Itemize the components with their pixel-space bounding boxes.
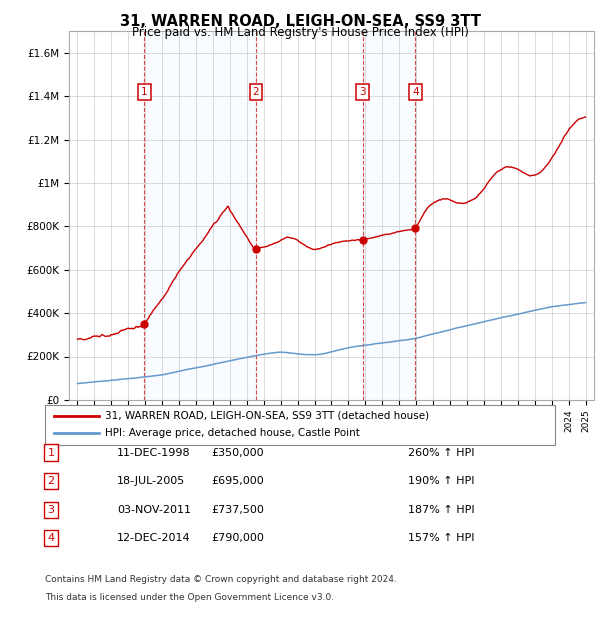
Text: 157% ↑ HPI: 157% ↑ HPI xyxy=(408,533,475,543)
Text: £695,000: £695,000 xyxy=(211,476,264,486)
Text: This data is licensed under the Open Government Licence v3.0.: This data is licensed under the Open Gov… xyxy=(45,593,334,602)
Text: HPI: Average price, detached house, Castle Point: HPI: Average price, detached house, Cast… xyxy=(105,428,360,438)
Bar xyxy=(362,31,415,400)
Text: 31, WARREN ROAD, LEIGH-ON-SEA, SS9 3TT (detached house): 31, WARREN ROAD, LEIGH-ON-SEA, SS9 3TT (… xyxy=(105,411,429,421)
Bar xyxy=(145,31,256,400)
Text: 3: 3 xyxy=(47,505,55,515)
Text: 260% ↑ HPI: 260% ↑ HPI xyxy=(408,448,475,458)
Text: 1: 1 xyxy=(141,87,148,97)
Text: 12-DEC-2014: 12-DEC-2014 xyxy=(117,533,191,543)
Text: 190% ↑ HPI: 190% ↑ HPI xyxy=(408,476,475,486)
Text: Price paid vs. HM Land Registry's House Price Index (HPI): Price paid vs. HM Land Registry's House … xyxy=(131,26,469,39)
Text: 3: 3 xyxy=(359,87,366,97)
Text: 2: 2 xyxy=(47,476,55,486)
Text: 2: 2 xyxy=(253,87,259,97)
Text: 4: 4 xyxy=(412,87,419,97)
Text: 4: 4 xyxy=(47,533,55,543)
Text: £350,000: £350,000 xyxy=(211,448,264,458)
Text: £790,000: £790,000 xyxy=(211,533,264,543)
Text: 18-JUL-2005: 18-JUL-2005 xyxy=(117,476,185,486)
Text: 1: 1 xyxy=(47,448,55,458)
Text: 31, WARREN ROAD, LEIGH-ON-SEA, SS9 3TT: 31, WARREN ROAD, LEIGH-ON-SEA, SS9 3TT xyxy=(119,14,481,29)
Text: Contains HM Land Registry data © Crown copyright and database right 2024.: Contains HM Land Registry data © Crown c… xyxy=(45,575,397,585)
Text: 03-NOV-2011: 03-NOV-2011 xyxy=(117,505,191,515)
Text: 11-DEC-1998: 11-DEC-1998 xyxy=(117,448,191,458)
Text: 187% ↑ HPI: 187% ↑ HPI xyxy=(408,505,475,515)
Text: £737,500: £737,500 xyxy=(211,505,264,515)
